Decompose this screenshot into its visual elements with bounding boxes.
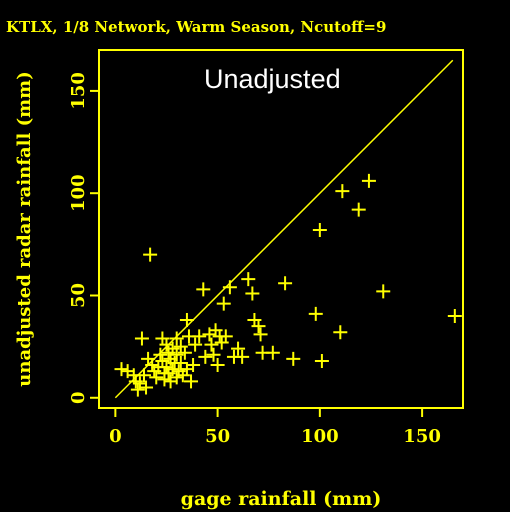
tick-layer: 0 50 100 150 0 50 100 150 — [68, 72, 441, 447]
data-point — [351, 202, 366, 217]
x-tick-label: 50 — [205, 426, 230, 447]
data-point — [235, 349, 250, 364]
data-point — [265, 345, 280, 360]
data-point — [130, 382, 145, 397]
data-point — [177, 345, 192, 360]
data-point — [173, 355, 188, 370]
data-point — [204, 337, 219, 352]
y-tick-label: 100 — [68, 174, 89, 212]
data-point — [206, 347, 221, 362]
data-point — [241, 272, 256, 287]
data-point — [186, 358, 201, 373]
data-point — [179, 313, 194, 328]
data-point — [278, 276, 293, 291]
plot-frame — [98, 49, 464, 409]
data-point — [314, 353, 329, 368]
chart-title: KTLX, 1/8 Network, Warm Season, Ncutoff=… — [6, 18, 386, 36]
data-point — [169, 370, 184, 385]
data-point — [376, 284, 391, 299]
data-point — [286, 351, 301, 366]
data-point — [143, 247, 158, 262]
data-point — [218, 329, 233, 344]
data-point — [149, 370, 164, 385]
x-tick-label: 100 — [301, 426, 339, 447]
data-point — [251, 319, 266, 334]
data-point — [188, 337, 203, 352]
data-point — [184, 374, 199, 389]
data-point — [210, 358, 225, 373]
data-point — [196, 282, 211, 297]
data-point — [139, 380, 154, 395]
data-point — [114, 362, 129, 377]
data-point — [231, 341, 246, 356]
points-layer — [114, 173, 462, 397]
data-point — [222, 280, 237, 295]
data-point — [169, 331, 184, 346]
data-point — [216, 296, 231, 311]
y-axis-label: unadjusted radar rainfall (mm) — [14, 71, 35, 386]
reference-line-layer — [114, 59, 454, 399]
data-point — [153, 347, 168, 362]
data-point — [198, 349, 213, 364]
y-tick-label: 50 — [68, 283, 89, 308]
y-tick-label: 150 — [68, 72, 89, 110]
x-tick-label: 150 — [403, 426, 441, 447]
data-point — [361, 173, 376, 188]
data-point — [145, 358, 160, 373]
y-tick-label: 0 — [68, 392, 89, 405]
data-point — [134, 331, 149, 346]
data-point — [333, 325, 348, 340]
data-point — [169, 347, 184, 362]
data-point — [245, 286, 260, 301]
data-point — [165, 362, 180, 377]
data-point — [312, 223, 327, 238]
data-point — [335, 184, 350, 199]
data-point — [136, 368, 151, 383]
data-point — [159, 360, 174, 375]
x-axis-label: gage rainfall (mm) — [181, 488, 382, 510]
one-to-one-line — [114, 59, 454, 399]
data-point — [447, 308, 462, 323]
data-point — [192, 329, 207, 344]
data-point — [308, 306, 323, 321]
x-tick-label: 0 — [109, 426, 122, 447]
data-point — [253, 327, 268, 342]
plot-annotation: Unadjusted — [204, 64, 341, 94]
